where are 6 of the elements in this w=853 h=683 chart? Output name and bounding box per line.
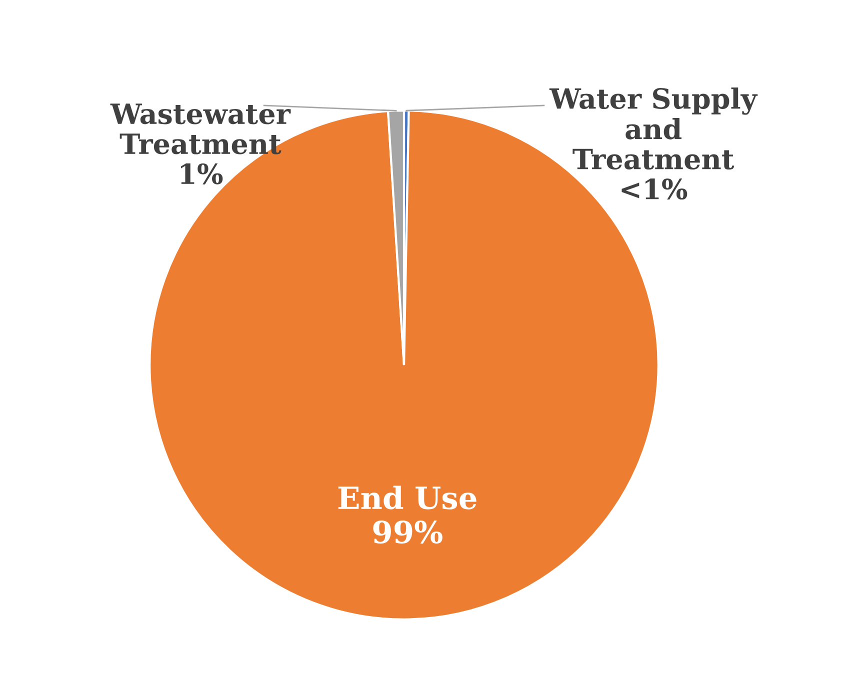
slice-label: Wastewater Treatment [110,104,291,154]
data-label: 99% [373,520,442,544]
slice-label: End Use [338,486,476,510]
slice-label: Water Supply and Treatment [549,88,758,170]
data-label: <1% [622,178,688,200]
data-label: 1% [181,163,223,184]
